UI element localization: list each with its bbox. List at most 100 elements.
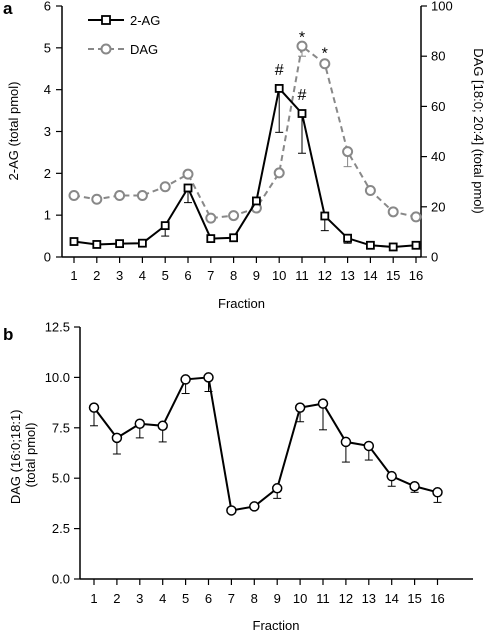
x-tick-label: 12 [339,591,353,606]
panel-a-legend: 2-AG DAG [88,13,160,57]
panel-a-right-axis-label: DAG [18:0; 20:4] (total pmol) [471,48,486,213]
x-tick-label: 11 [295,268,309,283]
panel-b-label: b [3,325,13,344]
dag-point [273,167,285,179]
2ag-point [206,234,216,243]
x-tick-label: 4 [159,591,166,606]
dag-point [342,146,354,158]
dag-point [203,372,214,383]
dag-point [136,190,148,202]
2ag-point [274,84,284,93]
2ag-series-line [73,86,417,248]
x-tick-label: 2 [93,268,100,283]
2ag-point [115,239,124,249]
2ag-point [411,240,421,250]
dag-point [386,470,397,482]
x-tick-label: 1 [90,591,97,606]
legend-2ag-label: 2-AG [130,13,160,28]
dag-point [182,168,194,180]
x-tick-label: 13 [362,591,376,606]
x-tick-label: 7 [207,268,214,283]
x-tick-label: 9 [253,268,260,283]
y-tick-label: 5.0 [52,471,70,486]
dag-point [387,206,399,218]
y-tick-label: 3 [44,124,51,139]
dag-point [296,40,308,52]
panel-a-2ag-series [69,84,421,252]
x-tick-label: 3 [116,268,123,283]
panel-a-label: a [3,0,13,18]
x-tick-label: 1 [70,268,77,283]
panel-b-ticks: 0.02.55.07.510.012.51 2 3 4 5 6 7 8 9 10 11 12 13 14 1… [45,320,445,607]
right-y-tick-label: 100 [431,0,453,14]
right-y-tick-label: 0 [431,250,438,265]
right-y-tick-label: 80 [431,49,445,64]
panel-a-annotations: # # * * [275,29,328,104]
dag-point [364,184,376,196]
annotation: * [322,46,328,63]
x-tick-label: 16 [409,268,423,283]
2ag-point [251,196,261,206]
2ag-point [183,183,193,193]
y-tick-label: 1 [44,208,51,223]
y-tick-label: 6 [44,0,51,14]
dag-point [410,211,422,223]
y-tick-label: 12.5 [45,320,70,335]
2ag-point [388,242,398,252]
2ag-point [229,233,239,243]
legend-2ag-marker [101,15,111,25]
x-tick-label: 6 [205,591,212,606]
dag-point [205,212,217,224]
y-tick-label: 10.0 [45,370,70,385]
2ag-point [92,240,102,249]
dag-point [68,190,80,202]
panel-b-x-axis-label: Fraction [253,618,300,632]
y-tick-label: 2 [44,166,51,181]
2ag-point [343,233,353,243]
legend-item-dag: DAG [88,42,158,57]
y-tick-label: 5 [44,40,51,55]
y-tick-label: 0.0 [52,572,70,587]
dag-point [432,487,443,498]
dag-point [157,420,168,432]
dag-point [88,402,100,413]
dag-point [180,374,191,385]
x-tick-label: 14 [363,268,377,283]
2ag-point [160,221,170,231]
legend-dag-label: DAG [130,42,158,57]
x-tick-label: 8 [230,268,237,283]
panel-b-y-axis-label: DAG (16:0;18:1) (total pmol) [8,406,38,504]
y-tick-label: 4 [44,82,51,97]
x-tick-label: 10 [293,591,307,606]
x-tick-label: 11 [316,591,330,606]
x-tick-label: 12 [318,268,332,283]
panel-b-y-axis-label-line-2: (total pmol) [23,422,38,487]
dag-point [249,501,260,512]
x-tick-label: 14 [384,591,398,606]
y-tick-label: 2.5 [52,521,70,536]
dag-point [91,193,103,205]
x-tick-label: 13 [340,268,354,283]
dag-series-line [93,376,438,512]
annotation: * [299,29,305,46]
2ag-point [365,240,375,250]
panel-a-x-axis-label: Fraction [218,296,265,311]
dag-point [363,440,375,452]
dag-series-line [73,44,417,220]
dag-point [317,398,329,409]
annotation: # [275,62,284,79]
annotation: # [298,87,307,104]
right-y-tick-label: 20 [431,199,445,214]
2ag-point [69,237,79,246]
y-tick-label: 0 [44,250,51,265]
dag-point [319,58,331,70]
dag-point [271,483,283,494]
dag-point [294,402,306,413]
dag-point [340,436,352,448]
x-tick-label: 15 [386,268,400,283]
x-tick-label: 7 [228,591,235,606]
2ag-point [320,211,330,221]
x-tick-label: 16 [430,591,444,606]
